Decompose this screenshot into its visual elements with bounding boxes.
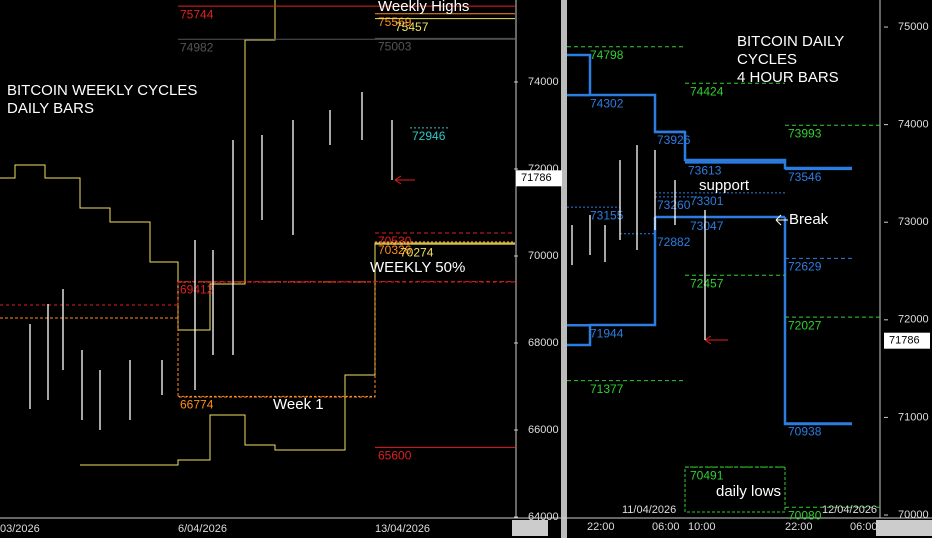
panel-divider: [561, 0, 567, 538]
y-tick-label: 71000: [898, 411, 929, 423]
level-label: 69412: [180, 283, 214, 297]
panel-title: CYCLES: [737, 51, 797, 68]
annotation: Weekly Highs: [378, 0, 469, 15]
annotation: daily lows: [716, 483, 781, 500]
cycle-line: [80, 242, 515, 466]
level-label: 73926: [657, 133, 691, 147]
y-tick-label: 74000: [898, 119, 929, 131]
level-label: 73047: [690, 219, 724, 233]
y-tick-label: 66000: [528, 424, 559, 436]
level-label: 73155: [590, 208, 624, 222]
range-box: [177, 281, 376, 398]
arrow: [775, 214, 788, 226]
panel-title: DAILY BARS: [7, 100, 94, 117]
panel-title: BITCOIN WEEKLY CYCLES: [7, 82, 197, 99]
last-price-box: [516, 170, 562, 187]
panel-title: BITCOIN DAILY: [737, 33, 844, 50]
toolbar[interactable]: [512, 520, 548, 536]
level-label: 73993: [788, 126, 822, 140]
level-label: 70326: [378, 243, 412, 257]
level-label: 72629: [788, 260, 822, 274]
x-tick-label: 03/2026: [0, 523, 40, 535]
y-tick-label: 64000: [528, 511, 559, 523]
y-tick-label: 70000: [528, 250, 559, 262]
level-label: 73613: [688, 164, 722, 178]
level-label: 72027: [788, 318, 822, 332]
y-tick-label: 68000: [528, 337, 559, 349]
level-label: 71377: [590, 382, 624, 396]
level-label: 75744: [180, 7, 214, 21]
x-tick-label: 12/04/2026: [822, 504, 877, 516]
level-label: 74798: [590, 48, 624, 62]
cycle-line: [0, 0, 276, 331]
level-label: 74424: [690, 84, 724, 98]
level-label: 75457: [395, 20, 429, 34]
level-label: 70274: [400, 245, 434, 259]
y-tick-label: 70000: [898, 509, 929, 521]
x-tick-label: 06:00: [652, 521, 680, 533]
annotation: WEEKLY 50%: [370, 259, 465, 276]
x-tick-label: 22:00: [785, 521, 813, 533]
level-label: 75003: [378, 40, 412, 54]
x-tick-label: 6/04/2026: [178, 523, 227, 535]
annotation: Break: [789, 211, 829, 228]
level-label: 70491: [690, 468, 724, 482]
x-tick-label: 11/04/2026: [622, 504, 676, 516]
x-tick-label: 22:00: [587, 521, 615, 533]
level-label: 70530: [378, 234, 412, 248]
y-tick-label: 72000: [898, 314, 929, 326]
x-tick-label: 10:00: [688, 521, 716, 533]
annotation: support: [699, 177, 750, 194]
last-price: 71786: [889, 335, 920, 347]
level-label: 72457: [690, 276, 724, 290]
level-label: 65600: [378, 449, 412, 463]
arrow: [704, 335, 728, 345]
level-label: 71944: [590, 326, 624, 340]
y-tick-label: 74000: [528, 76, 559, 88]
arrow: [394, 175, 415, 185]
level-label: 74302: [590, 96, 624, 110]
last-price: 71786: [521, 172, 552, 184]
level-label: 74982: [180, 40, 214, 54]
level-label: 72946: [412, 129, 446, 143]
level-label: 70080: [788, 508, 822, 522]
x-tick-label: 06:00: [850, 521, 878, 533]
last-price-box: [884, 332, 930, 349]
level-label: 70938: [788, 425, 822, 439]
level-label: 73546: [788, 170, 822, 184]
y-tick-label: 73000: [898, 216, 929, 228]
level-label: 66774: [180, 398, 214, 412]
x-tick-label: 13/04/2026: [375, 523, 430, 535]
toolbar[interactable]: [876, 520, 932, 536]
level-label: 73260: [657, 198, 691, 212]
y-tick-label: 75000: [898, 21, 929, 33]
level-label: 73301: [690, 194, 724, 208]
panel-title: 4 HOUR BARS: [737, 69, 839, 86]
annotation: Week 1: [273, 396, 324, 413]
level-label: 72882: [657, 235, 691, 249]
